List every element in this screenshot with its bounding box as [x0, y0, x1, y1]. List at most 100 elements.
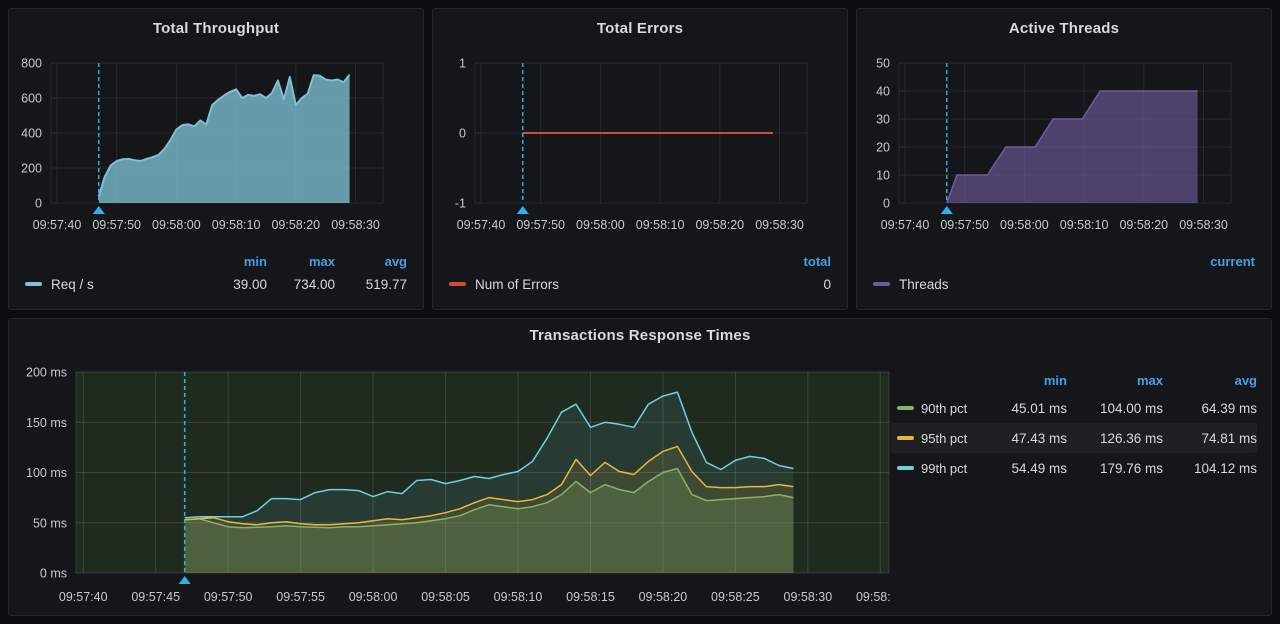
svg-text:09:58:00: 09:58:00 — [349, 590, 398, 604]
legend-row-90th-pct[interactable]: 90th pct 45.01 ms 104.00 ms 64.39 ms — [891, 393, 1257, 423]
svg-text:09:58:20: 09:58:20 — [1119, 218, 1168, 232]
legend-header-avg[interactable]: avg — [335, 254, 407, 269]
panel-title-total-throughput[interactable]: Total Throughput — [9, 9, 423, 47]
legend-label-num-of-errors: Num of Errors — [475, 277, 559, 292]
legend-header-row: total — [445, 251, 831, 271]
legend-label-threads: Threads — [899, 277, 949, 292]
svg-text:09:57:55: 09:57:55 — [276, 590, 325, 604]
legend-label-90th-pct[interactable]: 90th pct — [921, 401, 983, 416]
response-panel-body: 0 ms 50 ms 100 ms 150 ms 200 ms 09:57:40 09:57… — [9, 353, 1271, 607]
legend-header-max[interactable]: max — [1067, 373, 1163, 388]
svg-text:09:58:30: 09:58:30 — [784, 590, 833, 604]
svg-text:800: 800 — [21, 57, 42, 71]
svg-text:0: 0 — [459, 127, 466, 141]
svg-text:0 ms: 0 ms — [40, 567, 67, 581]
svg-text:150 ms: 150 ms — [26, 416, 67, 430]
legend-series-num-of-errors[interactable]: Num of Errors — [445, 277, 757, 292]
svg-text:-1: -1 — [455, 197, 466, 211]
svg-text:09:58:10: 09:58:10 — [212, 218, 261, 232]
svg-text:200: 200 — [21, 162, 42, 176]
legend-row-req-s: Req / s 39.00 734.00 519.77 — [21, 271, 407, 297]
svg-text:09:58:20: 09:58:20 — [639, 590, 688, 604]
svg-text:50: 50 — [876, 57, 890, 71]
legend-label-95th-pct[interactable]: 95th pct — [921, 431, 983, 446]
svg-text:09:58:00: 09:58:00 — [576, 218, 625, 232]
dashboard-top-row: Total Throughput 020040060080009:57:4009… — [8, 8, 1272, 310]
threads-series-swatch — [873, 282, 890, 286]
legend-header-total[interactable]: total — [757, 254, 831, 269]
legend-header-max[interactable]: max — [267, 254, 335, 269]
svg-text:400: 400 — [21, 127, 42, 141]
legend-row-95th-pct[interactable]: 95th pct 47.43 ms 126.36 ms 74.81 ms — [891, 423, 1257, 453]
99th-pct-min-value: 54.49 ms — [983, 461, 1067, 476]
req-s-avg-value: 519.77 — [335, 277, 407, 292]
panel-title-transactions-response-times[interactable]: Transactions Response Times — [9, 319, 1271, 353]
95th-pct-series-swatch — [897, 436, 914, 440]
svg-text:40: 40 — [876, 85, 890, 99]
svg-text:100 ms: 100 ms — [26, 466, 67, 480]
throughput-legend: min max avg Req / s 39.00 734.00 519.77 — [9, 251, 423, 297]
svg-text:09:57:40: 09:57:40 — [457, 218, 506, 232]
svg-text:09:58:35: 09:58:35 — [856, 590, 891, 604]
legend-series-req-s[interactable]: Req / s — [21, 277, 203, 292]
svg-text:09:58:00: 09:58:00 — [152, 218, 201, 232]
panel-title-active-threads[interactable]: Active Threads — [857, 9, 1271, 47]
90th-pct-max-value: 104.00 ms — [1067, 401, 1163, 416]
svg-text:09:57:50: 09:57:50 — [92, 218, 141, 232]
legend-header-row: current — [869, 251, 1255, 271]
95th-pct-min-value: 47.43 ms — [983, 431, 1067, 446]
svg-text:09:58:00: 09:58:00 — [1000, 218, 1049, 232]
errors-chart[interactable]: -10109:57:4009:57:5009:58:0009:58:1009:5… — [433, 47, 847, 245]
dashboard: Total Throughput 020040060080009:57:4009… — [0, 0, 1280, 624]
legend-header-current[interactable]: current — [1181, 254, 1255, 269]
svg-text:09:58:30: 09:58:30 — [1179, 218, 1228, 232]
req-s-max-value: 734.00 — [267, 277, 335, 292]
99th-pct-avg-value: 104.12 ms — [1163, 461, 1257, 476]
panel-total-throughput: Total Throughput 020040060080009:57:4009… — [8, 8, 424, 310]
legend-header-avg[interactable]: avg — [1163, 373, 1257, 388]
legend-row-99th-pct[interactable]: 99th pct 54.49 ms 179.76 ms 104.12 ms — [891, 453, 1257, 483]
90th-pct-min-value: 45.01 ms — [983, 401, 1067, 416]
95th-pct-max-value: 126.36 ms — [1067, 431, 1163, 446]
svg-text:50 ms: 50 ms — [33, 516, 67, 530]
svg-text:0: 0 — [883, 197, 890, 211]
throughput-chart[interactable]: 020040060080009:57:4009:57:5009:58:0009:… — [9, 47, 423, 245]
response-legend-table: min max avg 90th pct 45.01 ms 104.00 ms … — [891, 353, 1271, 607]
legend-header-min[interactable]: min — [203, 254, 267, 269]
legend-label-99th-pct[interactable]: 99th pct — [921, 461, 983, 476]
svg-text:09:58:20: 09:58:20 — [271, 218, 320, 232]
svg-text:09:58:25: 09:58:25 — [711, 590, 760, 604]
svg-text:200 ms: 200 ms — [26, 366, 67, 380]
legend-header-row: min max avg — [21, 251, 407, 271]
svg-text:09:57:40: 09:57:40 — [33, 218, 82, 232]
svg-text:09:58:10: 09:58:10 — [494, 590, 543, 604]
legend-header-min[interactable]: min — [983, 373, 1067, 388]
svg-text:09:57:50: 09:57:50 — [204, 590, 253, 604]
panel-active-threads: Active Threads 0102030405009:57:4009:57:… — [856, 8, 1272, 310]
svg-text:09:57:40: 09:57:40 — [59, 590, 108, 604]
response-times-chart[interactable]: 0 ms 50 ms 100 ms 150 ms 200 ms 09:57:40 09:57… — [9, 353, 891, 607]
panel-title-total-errors[interactable]: Total Errors — [433, 9, 847, 47]
90th-pct-series-swatch — [897, 406, 914, 410]
svg-text:09:57:50: 09:57:50 — [516, 218, 565, 232]
99th-pct-max-value: 179.76 ms — [1067, 461, 1163, 476]
num-of-errors-series-swatch — [449, 282, 466, 286]
legend-label-req-s: Req / s — [51, 277, 94, 292]
legend-row-threads: Threads — [869, 271, 1255, 297]
threads-chart[interactable]: 0102030405009:57:4009:57:5009:58:0009:58… — [857, 47, 1271, 245]
svg-text:09:58:10: 09:58:10 — [636, 218, 685, 232]
req-s-min-value: 39.00 — [203, 277, 267, 292]
svg-text:09:57:40: 09:57:40 — [881, 218, 930, 232]
panel-total-errors: Total Errors -10109:57:4009:57:5009:58:0… — [432, 8, 848, 310]
legend-series-threads[interactable]: Threads — [869, 277, 1181, 292]
threads-legend: current Threads — [857, 251, 1271, 297]
svg-text:09:58:05: 09:58:05 — [421, 590, 470, 604]
req-s-series-swatch — [25, 282, 42, 286]
svg-text:09:58:15: 09:58:15 — [566, 590, 615, 604]
panel-transactions-response-times: Transactions Response Times 0 ms 50 ms 100… — [8, 318, 1272, 616]
svg-text:10: 10 — [876, 169, 890, 183]
95th-pct-avg-value: 74.81 ms — [1163, 431, 1257, 446]
svg-text:09:58:10: 09:58:10 — [1060, 218, 1109, 232]
90th-pct-avg-value: 64.39 ms — [1163, 401, 1257, 416]
response-legend-header-row: min max avg — [891, 367, 1257, 393]
